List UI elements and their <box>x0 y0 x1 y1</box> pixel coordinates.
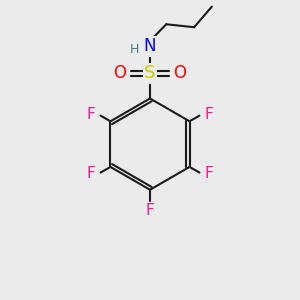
Text: F: F <box>205 167 214 182</box>
Text: F: F <box>205 107 214 122</box>
Text: F: F <box>146 203 154 218</box>
Text: F: F <box>86 167 95 182</box>
Text: H: H <box>130 43 140 56</box>
Text: N: N <box>144 38 156 56</box>
Text: F: F <box>86 107 95 122</box>
Text: O: O <box>173 64 187 82</box>
Text: S: S <box>144 64 156 82</box>
Text: O: O <box>113 64 127 82</box>
